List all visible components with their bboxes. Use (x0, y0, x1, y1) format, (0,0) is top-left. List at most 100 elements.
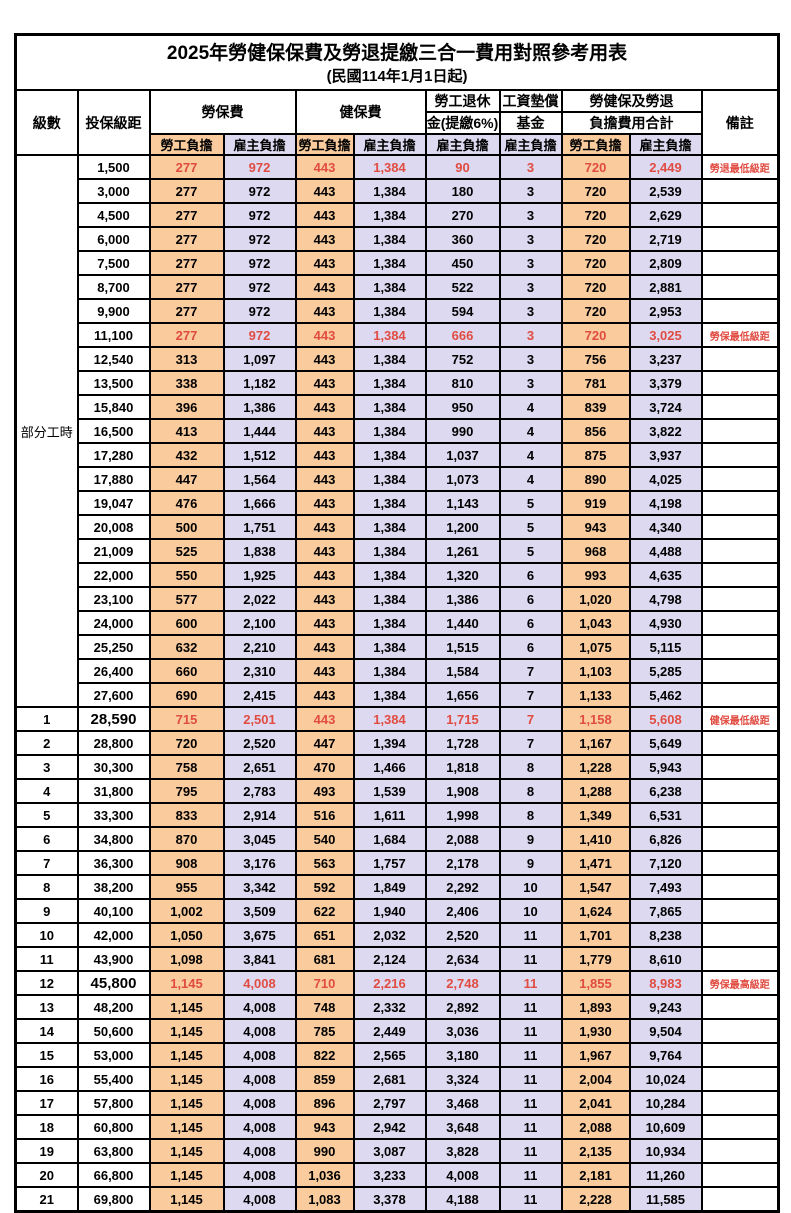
cell-bracket: 36,300 (76, 850, 151, 876)
cell-note (700, 1090, 780, 1116)
cell-value: 1,751 (222, 514, 297, 540)
table-row: 15 53,000 1,145 4,008 822 2,565 3,180 11 1,967 9,… (14, 1042, 780, 1068)
cell-level: 11 (14, 946, 79, 972)
table-row: 9,900 277 972 443 1,384 594 3 720 2,953 (16, 298, 780, 324)
cell-value: 890 (560, 466, 631, 492)
cell-value: 4,635 (628, 562, 703, 588)
cell-value: 795 (148, 778, 225, 804)
cell-value: 493 (294, 778, 355, 804)
cell-value: 11 (498, 970, 563, 996)
col-header-wage-fund-line1: 工資墊償 (498, 89, 563, 113)
cell-value: 432 (148, 442, 225, 468)
cell-value: 3 (498, 202, 563, 228)
cell-value: 8,983 (628, 970, 703, 996)
cell-value: 3,828 (424, 1138, 501, 1164)
cell-value: 3,233 (352, 1162, 427, 1188)
cell-value: 2,681 (352, 1066, 427, 1092)
table-row: 18 60,800 1,145 4,008 943 2,942 3,648 11 2,088 10… (14, 1114, 780, 1140)
cell-value: 7 (498, 682, 563, 708)
cell-value: 443 (294, 274, 355, 300)
cell-value: 11 (498, 922, 563, 948)
table-row: 8,700 277 972 443 1,384 522 3 720 2,881 (16, 274, 780, 300)
cell-value: 756 (560, 346, 631, 372)
cell-value: 1,728 (424, 730, 501, 756)
cell-value: 10 (498, 898, 563, 924)
cell-value: 11 (498, 994, 563, 1020)
cell-value: 1,043 (560, 610, 631, 636)
table: 2025年勞健保保費及勞退提繳三合一費用對照參考用表 (民國114年1月1日起)… (14, 33, 781, 1213)
cell-value: 4 (498, 418, 563, 444)
cell-value: 1,930 (560, 1018, 631, 1044)
cell-value: 2,797 (352, 1090, 427, 1116)
cell-value: 1,410 (560, 826, 631, 852)
cell-note (700, 466, 780, 492)
cell-value: 1,444 (222, 418, 297, 444)
page-title: 2025年勞健保保費及勞退提繳三合一費用對照參考用表 (166, 43, 628, 64)
cell-note (700, 490, 780, 516)
cell-value: 1,967 (560, 1042, 631, 1068)
cell-value: 550 (148, 562, 225, 588)
cell-value: 1,145 (148, 970, 225, 996)
cell-bracket: 40,100 (76, 898, 151, 924)
cell-value: 540 (294, 826, 355, 852)
cell-value: 1,684 (352, 826, 427, 852)
cell-note (700, 586, 780, 612)
cell-level: 21 (14, 1186, 79, 1213)
cell-value: 2,041 (560, 1090, 631, 1116)
cell-value: 2,088 (424, 826, 501, 852)
col-header-wage-fund-line2: 基金 (498, 111, 563, 135)
cell-note (700, 1114, 780, 1140)
table-row: 17,880 447 1,564 443 1,384 1,073 4 890 4,025 (16, 466, 780, 492)
col-header-health-insurance: 健保費 (294, 89, 427, 135)
header-row-3: 勞工負擔 雇主負擔 勞工負擔 雇主負擔 雇主負擔 雇主負擔 勞工負擔 雇主負擔 (16, 133, 779, 156)
cell-value: 4,930 (628, 610, 703, 636)
table-row: 19 63,800 1,145 4,008 990 3,087 3,828 11 2,135 10… (14, 1138, 780, 1164)
table-row: 6,000 277 972 443 1,384 360 3 720 2,719 (16, 226, 780, 252)
cell-value: 8,610 (628, 946, 703, 972)
cell-bracket: 9,900 (76, 298, 151, 324)
cell-value: 4,340 (628, 514, 703, 540)
cell-value: 1,320 (424, 562, 501, 588)
cell-value: 8 (498, 754, 563, 780)
cell-value: 4,008 (222, 1066, 297, 1092)
cell-value: 2,881 (628, 274, 703, 300)
cell-value: 993 (560, 562, 631, 588)
cell-value: 1,539 (352, 778, 427, 804)
cell-value: 4,008 (222, 1090, 297, 1116)
cell-note (700, 850, 780, 876)
table-row: 21 69,800 1,145 4,008 1,083 3,378 4,188 11 2,228… (14, 1186, 780, 1213)
cell-value: 1,145 (148, 1018, 225, 1044)
table-row: 3 30,300 758 2,651 470 1,466 1,818 8 1,228 5,943 (14, 754, 780, 780)
cell-value: 3,937 (628, 442, 703, 468)
cell-bracket: 31,800 (76, 778, 151, 804)
cell-value: 476 (148, 490, 225, 516)
table-row: 1 28,590 715 2,501 443 1,384 1,715 7 1,158 5,608 健… (14, 706, 780, 732)
cell-value: 681 (294, 946, 355, 972)
subheader-labor-employer: 雇主負擔 (222, 133, 297, 156)
cell-note (700, 346, 780, 372)
subheader-wage-fund-employer: 雇主負擔 (498, 133, 563, 156)
cell-value: 2,210 (222, 634, 297, 660)
cell-value: 715 (148, 706, 225, 732)
cell-value: 3,176 (222, 850, 297, 876)
cell-value: 277 (148, 322, 225, 348)
cell-value: 2,719 (628, 226, 703, 252)
table-row: 8 38,200 955 3,342 592 1,849 2,292 10 1,547 7,493 (14, 874, 780, 900)
cell-note (700, 274, 780, 300)
cell-value: 1,384 (352, 370, 427, 396)
cell-value: 6,238 (628, 778, 703, 804)
cell-value: 447 (148, 466, 225, 492)
cell-value: 4,008 (222, 970, 297, 996)
cell-value: 1,384 (352, 346, 427, 372)
subheader-health-employer: 雇主負擔 (352, 133, 427, 156)
cell-value: 443 (294, 442, 355, 468)
cell-value: 9 (498, 850, 563, 876)
cell-value: 1,384 (352, 274, 427, 300)
cell-value: 1,384 (352, 538, 427, 564)
cell-note (700, 418, 780, 444)
subheader-labor-employee: 勞工負擔 (148, 133, 225, 156)
cell-value: 720 (560, 226, 631, 252)
table-row: 15,840 396 1,386 443 1,384 950 4 839 3,724 (16, 394, 780, 420)
cell-bracket: 60,800 (76, 1114, 151, 1140)
cell-value: 2,809 (628, 250, 703, 276)
